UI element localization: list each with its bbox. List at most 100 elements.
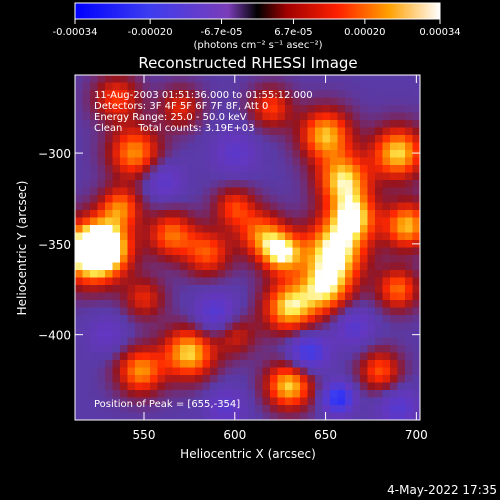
heatmap-cell bbox=[375, 397, 383, 406]
heatmap-cell bbox=[240, 330, 248, 338]
heatmap-cell bbox=[390, 165, 398, 173]
heatmap-cell bbox=[240, 217, 248, 226]
heatmap-cell bbox=[82, 367, 91, 376]
heatmap-cell bbox=[120, 172, 128, 181]
heatmap-cell bbox=[307, 75, 316, 83]
heatmap-cell bbox=[210, 262, 218, 271]
heatmap-cell bbox=[232, 135, 241, 143]
heatmap-cell bbox=[367, 405, 376, 413]
heatmap-cell bbox=[390, 127, 398, 136]
heatmap-cell bbox=[180, 82, 188, 91]
heatmap-cell bbox=[382, 75, 391, 83]
heatmap-cell bbox=[367, 255, 376, 263]
heatmap-cell bbox=[187, 157, 196, 166]
heatmap-cell bbox=[375, 187, 383, 196]
heatmap-cell bbox=[285, 90, 293, 98]
heatmap-cell bbox=[195, 195, 203, 203]
heatmap-cell bbox=[157, 105, 166, 113]
heatmap-cell bbox=[292, 375, 301, 383]
heatmap-cell bbox=[217, 210, 226, 218]
heatmap-cell bbox=[225, 300, 233, 308]
heatmap-cell bbox=[330, 390, 338, 398]
heatmap-cell bbox=[187, 135, 196, 143]
heatmap-cell bbox=[277, 330, 286, 338]
heatmap-cell bbox=[292, 112, 301, 121]
heatmap-cell bbox=[97, 315, 106, 323]
heatmap-cell bbox=[90, 180, 98, 188]
heatmap-cell bbox=[262, 292, 271, 301]
heatmap-cell bbox=[202, 120, 211, 128]
heatmap-cell bbox=[240, 112, 248, 121]
heatmap-cell bbox=[270, 307, 278, 316]
heatmap-cell bbox=[390, 172, 398, 181]
heatmap-cell bbox=[360, 105, 368, 113]
heatmap-cell bbox=[397, 135, 406, 143]
heatmap-cell bbox=[210, 240, 218, 248]
heatmap-cell bbox=[247, 187, 256, 196]
heatmap-cell bbox=[217, 90, 226, 98]
heatmap-cell bbox=[277, 352, 286, 361]
heatmap-cell bbox=[270, 232, 278, 241]
heatmap-cell bbox=[247, 262, 256, 271]
heatmap-cell bbox=[307, 397, 316, 406]
heatmap-cell bbox=[225, 382, 233, 391]
y-tick-label: −400 bbox=[38, 329, 71, 343]
heatmap-cell bbox=[157, 75, 166, 83]
heatmap-cell bbox=[97, 382, 106, 391]
heatmap-cell bbox=[135, 397, 143, 406]
heatmap-cell bbox=[262, 240, 271, 248]
heatmap-cell bbox=[135, 352, 143, 361]
heatmap-cell bbox=[180, 202, 188, 211]
heatmap-cell bbox=[352, 90, 361, 98]
heatmap-cell bbox=[112, 157, 121, 166]
heatmap-cell bbox=[397, 165, 406, 173]
heatmap-cell bbox=[352, 262, 361, 271]
heatmap-cell bbox=[180, 345, 188, 353]
info-time-range: 11-Aug-2003 01:51:36.000 to 01:55:12.000 bbox=[94, 90, 313, 101]
heatmap-cell bbox=[97, 345, 106, 353]
heatmap-cell bbox=[180, 397, 188, 406]
heatmap-cell bbox=[262, 127, 271, 136]
heatmap-cell bbox=[382, 195, 391, 203]
heatmap-cell bbox=[337, 172, 346, 181]
heatmap-cell bbox=[382, 255, 391, 263]
heatmap-cell bbox=[135, 180, 143, 188]
heatmap-cell bbox=[150, 187, 158, 196]
heatmap-cell bbox=[127, 210, 136, 218]
heatmap-cell bbox=[240, 322, 248, 331]
heatmap-cell bbox=[97, 247, 106, 256]
heatmap-cell bbox=[157, 255, 166, 263]
heatmap-cell bbox=[150, 300, 158, 308]
heatmap-cell bbox=[120, 120, 128, 128]
heatmap-cell bbox=[322, 277, 331, 286]
heatmap-cell bbox=[307, 165, 316, 173]
heatmap-cell bbox=[315, 337, 323, 346]
heatmap-cell bbox=[120, 352, 128, 361]
heatmap-cell bbox=[90, 90, 98, 98]
heatmap-cell bbox=[247, 232, 256, 241]
heatmap-cell bbox=[112, 270, 121, 278]
heatmap-cell bbox=[337, 247, 346, 256]
heatmap-cell bbox=[225, 247, 233, 256]
y-tick-label: −300 bbox=[38, 147, 71, 161]
heatmap-cell bbox=[82, 105, 91, 113]
heatmap-cell bbox=[322, 157, 331, 166]
heatmap-cell bbox=[360, 390, 368, 398]
heatmap-cell bbox=[405, 307, 413, 316]
heatmap-cell bbox=[120, 247, 128, 256]
heatmap-cell bbox=[300, 75, 308, 83]
heatmap-cell bbox=[225, 232, 233, 241]
heatmap-cell bbox=[322, 307, 331, 316]
heatmap-cell bbox=[172, 157, 181, 166]
heatmap-cell bbox=[105, 397, 113, 406]
heatmap-cell bbox=[315, 157, 323, 166]
heatmap-cell bbox=[307, 217, 316, 226]
heatmap-cell bbox=[390, 157, 398, 166]
heatmap-cell bbox=[127, 195, 136, 203]
heatmap-cell bbox=[315, 285, 323, 293]
heatmap-cell bbox=[135, 300, 143, 308]
plot-timestamp: 4-May-2022 17:35 bbox=[387, 483, 497, 497]
heatmap-cell bbox=[105, 292, 113, 301]
heatmap-cell bbox=[270, 75, 278, 83]
heatmap-cell bbox=[270, 382, 278, 391]
